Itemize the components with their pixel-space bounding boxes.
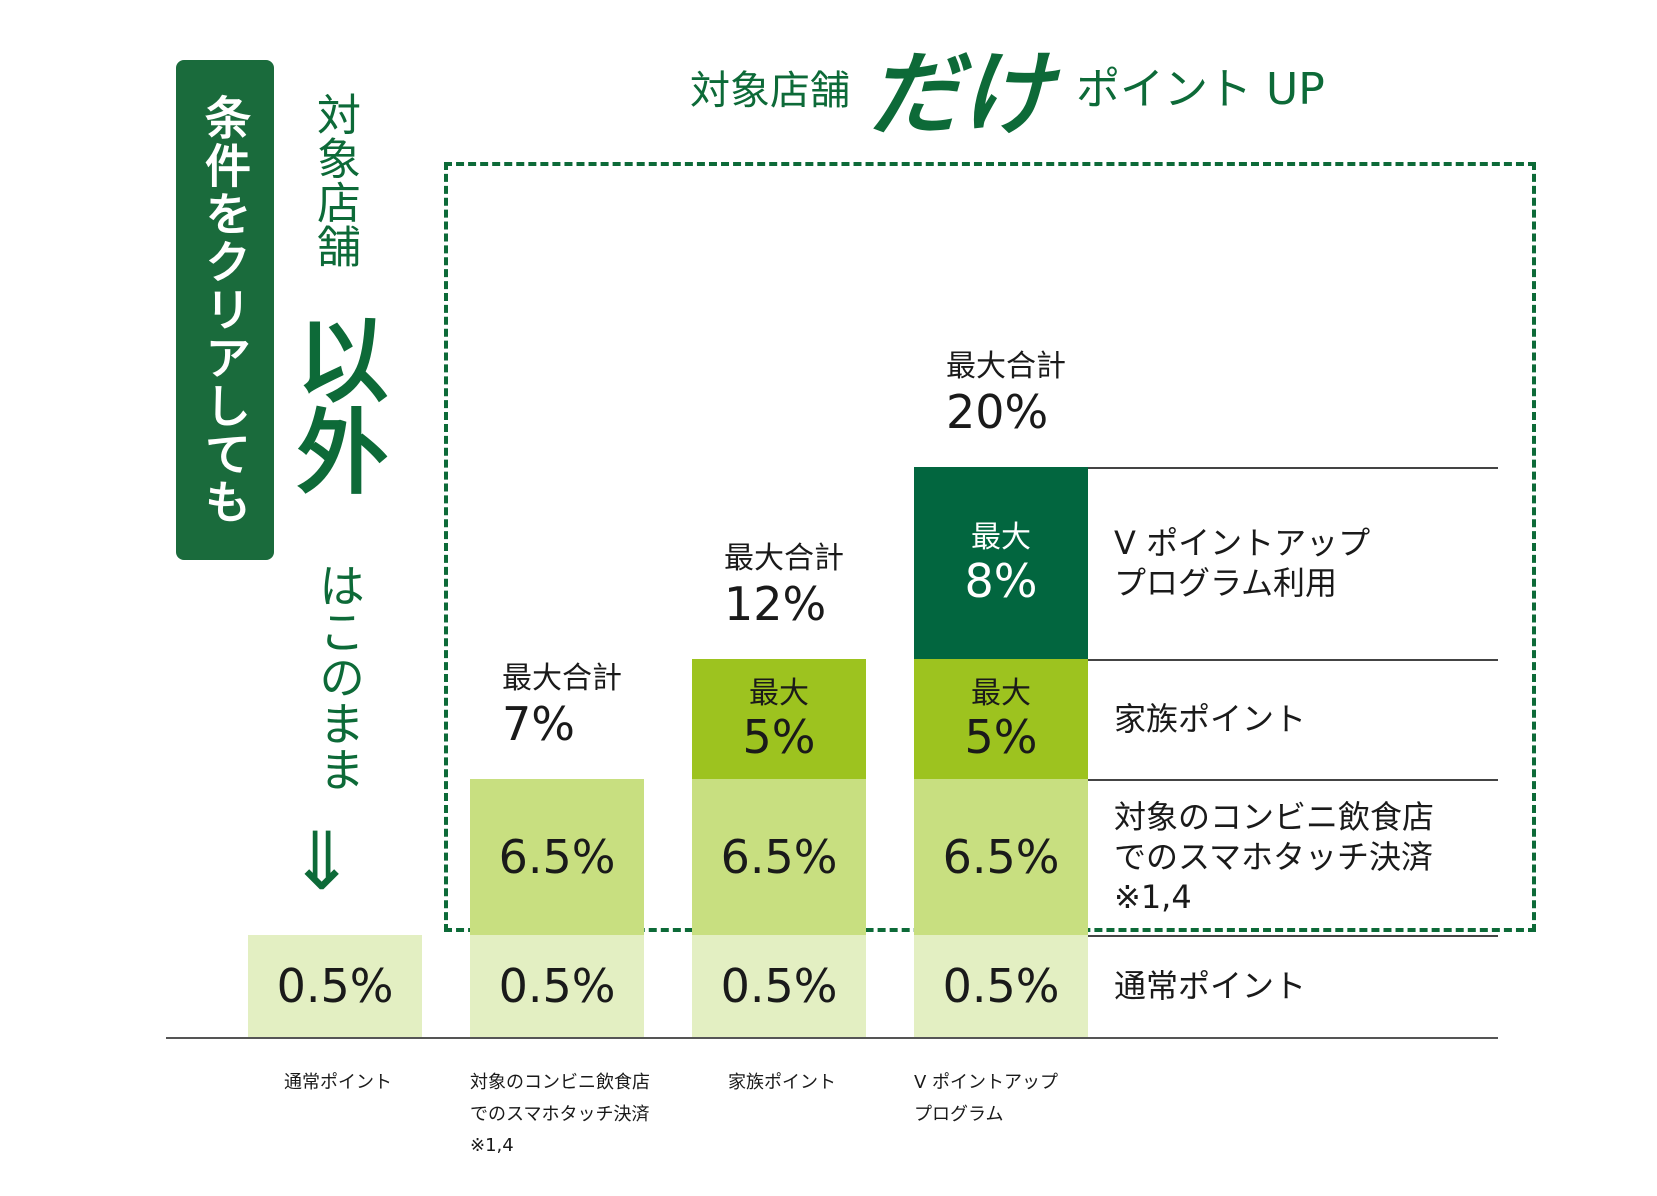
x-tick-label: 対象のコンビニ飲食店 でのスマホタッチ決済 ※1,4 [470, 1072, 650, 1156]
data-label: 0.5% [498, 958, 616, 1013]
data-label: 0.5% [942, 958, 1060, 1013]
side-text-top: 対象店舗 [309, 92, 360, 268]
legend-divider [1088, 659, 1498, 661]
side-text-emphasis: 以外 [281, 312, 388, 496]
segment-sublabel: 最大 [971, 675, 1031, 711]
side-text-bottom: はこのまま [312, 562, 366, 792]
total-value: 12% [724, 577, 827, 631]
total-caption: 最大合計 [946, 349, 1066, 384]
legend-divider [1088, 467, 1498, 469]
x-axis-line [166, 1037, 1498, 1039]
segment-sublabel: 最大 [971, 519, 1031, 555]
title-prefix: 対象店舗 [690, 68, 850, 114]
data-label: 0.5% [720, 958, 838, 1013]
bar-segment: 0.5% [470, 935, 644, 1037]
bar-segment: 最大 8% [914, 467, 1088, 659]
data-label: 6.5% [720, 829, 838, 884]
bar-segment: 最大 5% [914, 659, 1088, 779]
total-label: 最大合計 7% [502, 659, 622, 751]
total-caption: 最大合計 [502, 661, 622, 696]
condition-badge: 条件をクリアしても [176, 60, 274, 560]
x-tick-label: 通常ポイント [284, 1072, 392, 1093]
data-label: 5% [964, 709, 1038, 764]
title-emphasis: だけ [868, 41, 1053, 148]
legend-entry: 通常ポイント [1114, 967, 1307, 1005]
bar-segment: 6.5% [470, 779, 644, 935]
data-label: 6.5% [942, 829, 1060, 884]
total-label: 最大合計 20% [946, 347, 1066, 439]
total-value: 20% [946, 385, 1049, 439]
chart-title: 対象店舗 だけ ポイント UP [690, 20, 1450, 148]
segment-sublabel: 最大 [749, 675, 809, 711]
bar-segment: 0.5% [248, 935, 422, 1037]
title-suffix: ポイント UP [1076, 64, 1325, 115]
x-tick-label: V ポイントアップ プログラム [914, 1072, 1059, 1125]
legend-divider [1088, 935, 1498, 937]
down-arrow-icon: ⇓ [288, 815, 356, 908]
bar-segment: 最大 5% [692, 659, 866, 779]
legend-entry: V ポイントアップ プログラム利用 [1114, 524, 1371, 602]
data-label: 8% [964, 553, 1038, 608]
bar-segment: 0.5% [914, 935, 1088, 1037]
x-tick-label: 家族ポイント [728, 1072, 836, 1093]
data-label: 6.5% [498, 829, 616, 884]
bar-segment: 0.5% [692, 935, 866, 1037]
legend-divider [1088, 779, 1498, 781]
legend-entry: 対象のコンビニ飲食店 でのスマホタッチ決済 ※1,4 [1114, 798, 1435, 916]
bar-segment: 6.5% [914, 779, 1088, 935]
legend-entry: 家族ポイント [1114, 700, 1307, 738]
total-label: 最大合計 12% [724, 539, 844, 631]
data-label: 0.5% [276, 958, 394, 1013]
data-label: 5% [742, 709, 816, 764]
total-caption: 最大合計 [724, 541, 844, 576]
total-value: 7% [502, 697, 575, 751]
bar-segment: 6.5% [692, 779, 866, 935]
